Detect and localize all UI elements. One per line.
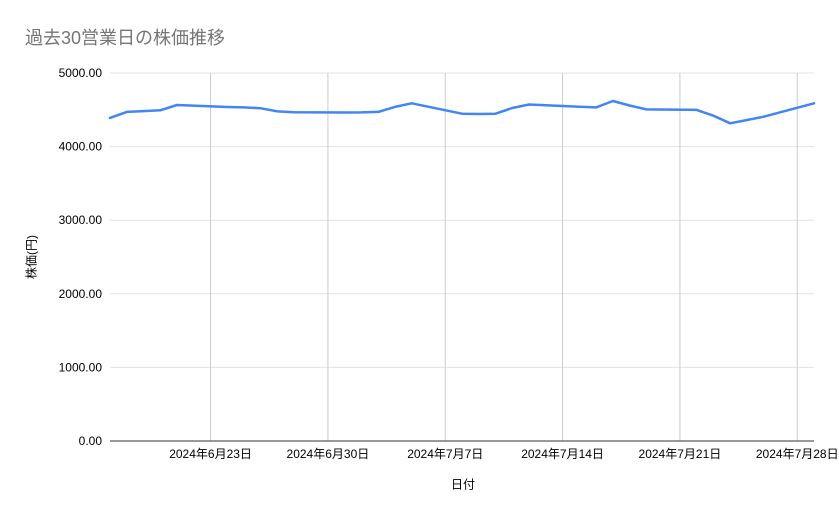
x-tick-label: 2024年7月28日: [756, 447, 839, 461]
stock-price-line: [108, 99, 816, 125]
y-tick-label: 0.00: [79, 434, 103, 448]
x-axis-title: 日付: [450, 477, 476, 492]
y-tick-label: 4000.00: [59, 140, 103, 154]
x-tick-label: 2024年7月21日: [639, 447, 722, 461]
chart-title: 過去30営業日の株価推移: [25, 28, 226, 48]
y-tick-label: 1000.00: [59, 360, 103, 374]
x-tick-label: 2024年7月7日: [407, 447, 483, 461]
x-tick-label: 2024年6月23日: [169, 447, 252, 461]
y-tick-label: 5000.00: [59, 66, 103, 80]
x-tick-label: 2024年7月14日: [521, 447, 604, 461]
x-tick-label: 2024年6月30日: [287, 447, 370, 461]
y-tick-label: 2000.00: [59, 287, 103, 301]
y-tick-label: 3000.00: [59, 213, 103, 227]
